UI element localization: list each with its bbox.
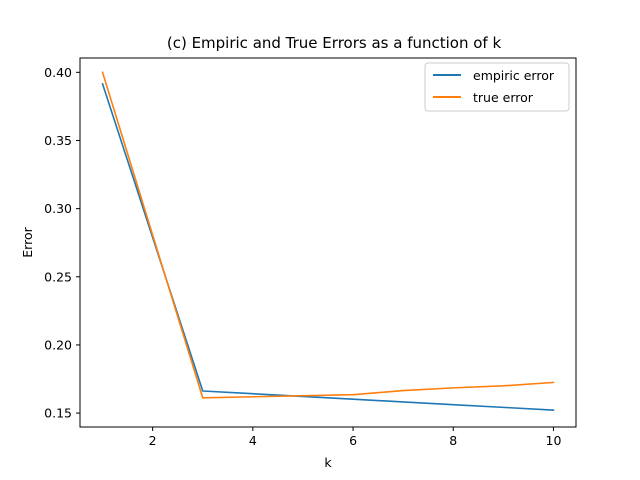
plot-frame <box>79 57 577 428</box>
y-tick-label: 0.40 <box>44 65 72 80</box>
y-tick-label: 0.25 <box>44 269 72 284</box>
x-tick-label: 4 <box>249 433 257 448</box>
series-line-true-error <box>101 71 555 399</box>
y-tick-label: 0.20 <box>44 337 72 352</box>
y-tick-label: 0.35 <box>44 133 72 148</box>
y-axis: 0.15 0.20 0.25 0.30 0.35 0.40 <box>44 65 80 421</box>
x-axis-label: k <box>324 455 332 470</box>
legend: empiric error true error <box>424 62 570 112</box>
series-layer <box>101 71 555 411</box>
legend-label-empiric-error: empiric error <box>473 68 555 83</box>
y-axis-label: Error <box>20 226 35 257</box>
x-axis: 2 4 6 8 10 <box>149 427 562 448</box>
chart-title: (c) Empiric and True Errors as a functio… <box>167 34 502 52</box>
x-tick-label: 10 <box>546 433 562 448</box>
legend-label-true-error: true error <box>473 90 534 105</box>
y-tick-label: 0.30 <box>44 201 72 216</box>
series-line-empiric-error <box>101 82 555 411</box>
x-tick-label: 6 <box>349 433 357 448</box>
x-tick-label: 8 <box>449 433 457 448</box>
y-tick-label: 0.15 <box>44 406 72 421</box>
x-tick-label: 2 <box>149 433 157 448</box>
